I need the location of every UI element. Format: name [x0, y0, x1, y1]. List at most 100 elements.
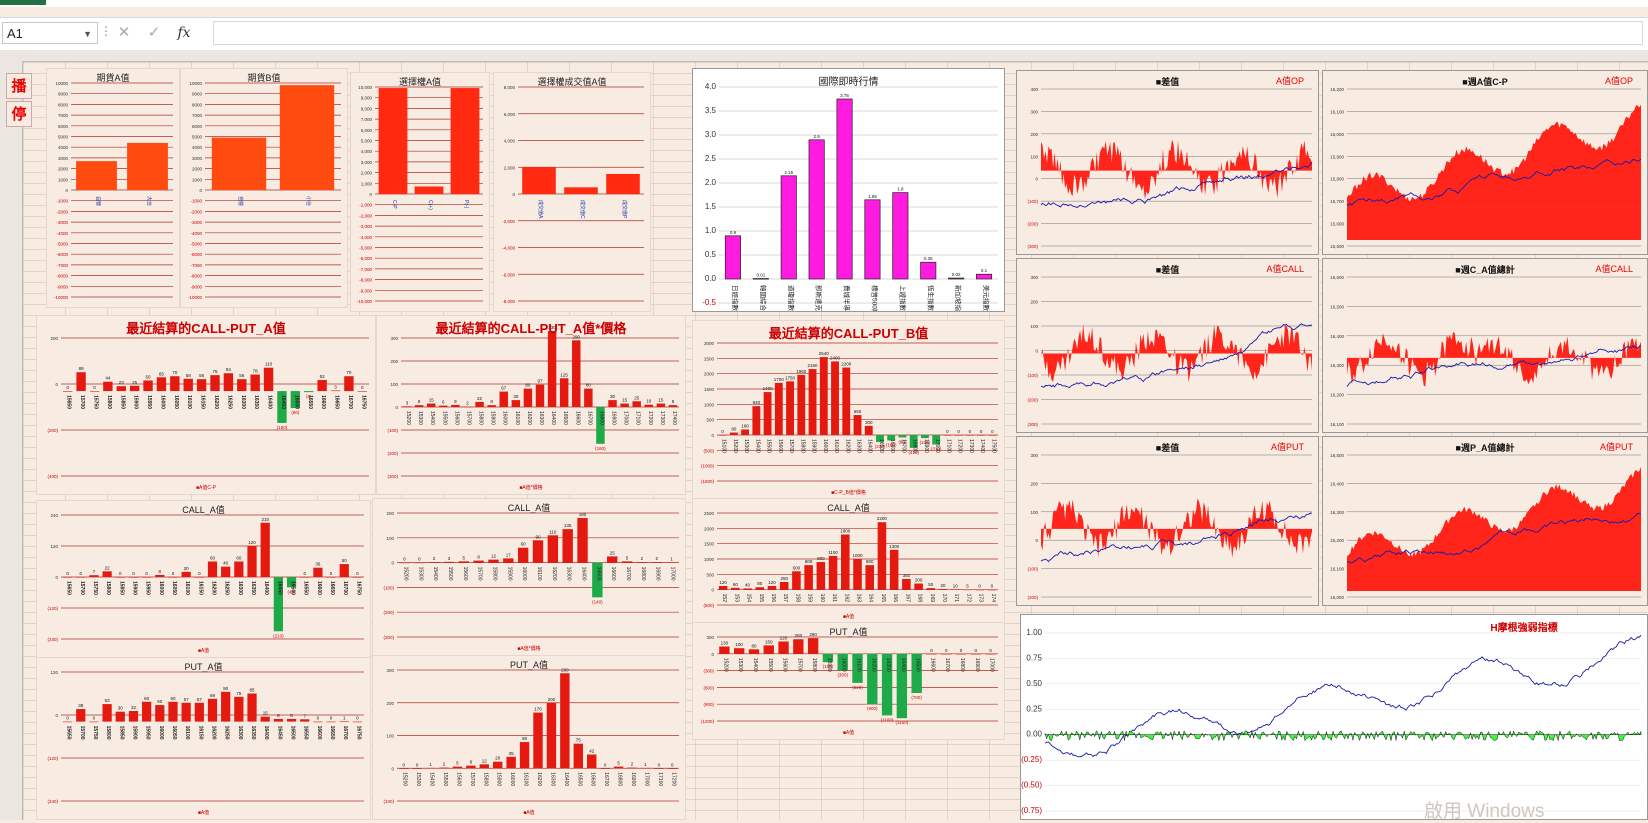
- data-label: 3: [406, 400, 409, 405]
- data-label: 70: [346, 370, 352, 375]
- diff-call-chart[interactable]: 300 200 100 0 (100) (200) (300) ■差值 A值CALL: [1016, 258, 1319, 433]
- axis-tick-label: 300: [386, 668, 394, 673]
- bar: [155, 705, 165, 722]
- bar: [402, 406, 412, 407]
- function-icon[interactable]: fx: [177, 25, 191, 41]
- axis-tick-label: 8000: [58, 102, 69, 107]
- chevron-down-icon[interactable]: ▼: [83, 29, 92, 39]
- area-series: [1041, 324, 1312, 383]
- axis-tick-label: 10000: [189, 81, 202, 86]
- put-a-chart-1[interactable]: 120 0 (120) (240) 0 15650 38 15700 0 15750 53 15800…: [36, 657, 371, 820]
- category-label: 15400: [429, 772, 435, 786]
- morgan-strength-chart[interactable]: 1.00 0.75 0.50 0.25 0.00 (0.25) (0.50) (0.75) H摩…: [1020, 614, 1648, 820]
- category-label: 16300: [549, 772, 555, 786]
- bar: [547, 535, 559, 563]
- bar: [76, 372, 86, 392]
- weekly-cp-chart[interactable]: 16,200 16,100 16,000 15,900 15,800 15,700 15,6…: [1322, 70, 1648, 255]
- data-label: (80): [291, 410, 300, 415]
- bar: [970, 653, 981, 655]
- data-label: (150): [277, 425, 288, 430]
- axis-tick-label: 6,000: [361, 128, 373, 133]
- put-a-chart-3[interactable]: 300 0 (300) (600) (900) (1200) 130 15200 100 1530…: [692, 622, 1005, 740]
- data-label: 290: [561, 667, 569, 672]
- category-label: 16700: [625, 567, 631, 581]
- data-label: 180: [579, 512, 587, 517]
- category-label: 新加坡指數: [954, 285, 963, 311]
- futures-a-chart[interactable]: 10000 9000 8000 7000 6000 5000 4000 3000 2000 100…: [46, 68, 180, 308]
- data-label: 290: [573, 334, 581, 339]
- weekly-call-chart[interactable]: 16,600 16,500 16,400 16,300 16,200 16,100 ■週C_…: [1322, 258, 1648, 433]
- data-label: 350: [903, 573, 911, 578]
- data-label: 0: [658, 762, 661, 767]
- intl-quotes-chart[interactable]: 4.0 3.5 3.0 2.5 2.0 1.5 1.0 0.5 0.0 -0.5 0.9 日經指數 0.…: [692, 68, 1005, 312]
- category-label: 16000: [502, 411, 508, 425]
- chart-legend: ■A值: [842, 614, 855, 620]
- bar: [102, 571, 112, 577]
- chart-title: 期貨B值: [247, 73, 281, 83]
- bar: [211, 137, 267, 190]
- options-a-chart[interactable]: 10,000 9,000 8,000 7,000 6,000 5,000 4,000 3,00…: [350, 72, 490, 312]
- category-label: 15650: [66, 395, 72, 409]
- bar: [313, 721, 323, 723]
- category-label: 168: [917, 594, 923, 603]
- row-headers[interactable]: [0, 61, 23, 820]
- axis-tick-label: -2000: [56, 209, 68, 214]
- category-label: 15850: [118, 726, 124, 740]
- axis-tick-label: (240): [47, 637, 58, 642]
- call-put-a-price-chart[interactable]: 300 200 100 0 (100) (200) (300) 3 15200 8 15300 15 1…: [376, 315, 686, 495]
- category-label: 16300: [566, 567, 572, 581]
- bar: [273, 577, 283, 632]
- data-label: 80: [751, 643, 757, 648]
- stop-button[interactable]: 停: [6, 101, 32, 127]
- confirm-icon[interactable]: ✓: [147, 24, 161, 41]
- category-label: 恆生指數: [926, 285, 935, 311]
- data-label: 0: [991, 429, 994, 434]
- call-a-chart-3[interactable]: 2500 2000 1500 1000 500 0 (500) 120 152 60 153 40 15…: [692, 498, 1005, 624]
- weekly-put-chart[interactable]: 16,500 16,400 16,300 16,200 16,100 16,000 ■週P_…: [1322, 436, 1648, 606]
- category-label: 16500: [290, 581, 296, 595]
- call-a-chart-2[interactable]: 200 100 0 (100) (200) (300) 0 15200 0 15300 2 15400…: [372, 498, 686, 656]
- axis-tick-label: (200): [383, 610, 394, 615]
- data-label: 0: [93, 385, 96, 390]
- cancel-icon[interactable]: ✕: [117, 24, 131, 41]
- category-label: P(-): [463, 200, 469, 209]
- category-label: 16750: [355, 581, 361, 595]
- name-box[interactable]: A1 ▼: [2, 22, 98, 44]
- category-label: 16300: [885, 658, 891, 672]
- axis-tick-label: 300: [1030, 109, 1038, 114]
- data-label: 0: [403, 557, 406, 562]
- diff-op-chart[interactable]: 400 300 200 100 0 (100) (200) (300) ■差值 A值OP: [1016, 70, 1319, 255]
- category-label: 15800: [105, 581, 111, 595]
- category-label: 費城半導體: [843, 285, 852, 311]
- axis-tick-label: 1000: [58, 177, 69, 182]
- play-button[interactable]: 播: [6, 73, 32, 99]
- bar: [600, 768, 610, 769]
- more-icon[interactable]: ⋮: [100, 24, 112, 38]
- bar: [932, 435, 941, 445]
- category-label: 160: [819, 594, 825, 603]
- put-a-chart-2[interactable]: 300 200 100 0 (100) 0 15200 0 15300 1 15400 2 15500 5…: [372, 655, 686, 820]
- data-label: 1700: [774, 377, 785, 382]
- options-volume-a-chart[interactable]: 8,000 6,000 4,000 2,000 0 -2,000 -4,000 -6,000 -…: [493, 72, 651, 312]
- axis-tick-label: -4000: [190, 231, 202, 236]
- axis-tick-label: -6,000: [502, 272, 515, 277]
- data-label: 0: [172, 571, 175, 576]
- call-put-a-chart[interactable]: 200 0 (200) (400) 0 15650 89 15700 0 15750 44 15800…: [36, 315, 376, 495]
- bar: [399, 562, 410, 564]
- call-put-b-chart[interactable]: 3000 2500 2000 1500 1000 500 0 (500) (1000) (1500…: [692, 320, 1005, 500]
- data-label: 69: [210, 693, 216, 698]
- data-label: 250: [780, 576, 788, 581]
- category-label: 15400: [432, 567, 438, 581]
- data-label: 56: [199, 373, 205, 378]
- bar: [439, 767, 449, 769]
- bar: [443, 561, 455, 563]
- diff-put-chart[interactable]: 300 200 100 0 (100) (200) ■差值 A值PUT: [1016, 436, 1319, 606]
- futures-b-chart[interactable]: 10000 9000 8000 7000 6000 5000 4000 3000 2000 100…: [180, 68, 348, 308]
- data-label: 60: [170, 696, 176, 701]
- formula-input[interactable]: [213, 21, 1643, 45]
- axis-tick-label: 1000: [192, 177, 203, 182]
- call-a-chart-1[interactable]: 240 120 0 (120) (240) 0 15650 0 15700 7 15750 22 158…: [36, 500, 371, 658]
- column-headers[interactable]: [0, 50, 1648, 62]
- data-label: 8: [672, 399, 675, 404]
- bar: [183, 378, 193, 392]
